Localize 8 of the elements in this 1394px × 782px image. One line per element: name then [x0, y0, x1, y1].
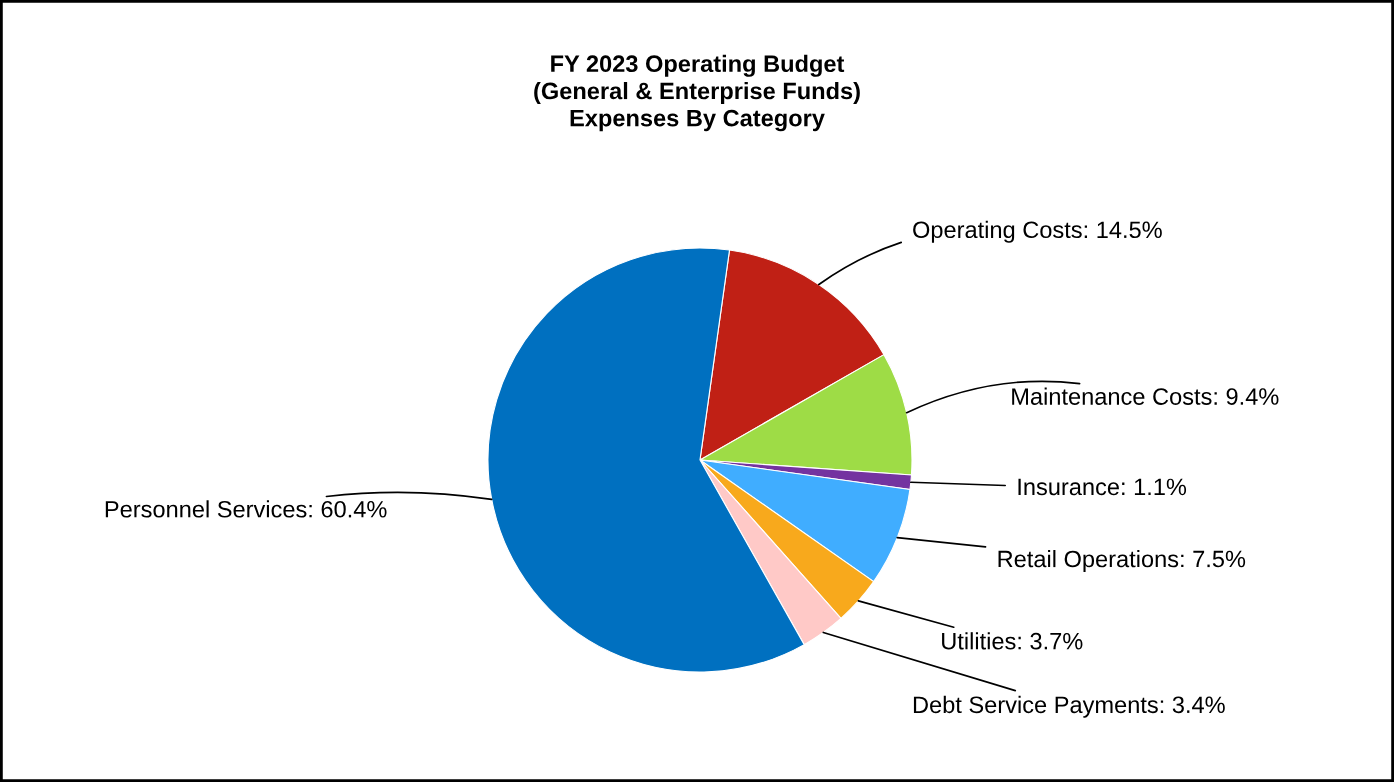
slice-label: Utilities: 3.7% — [942, 632, 1083, 650]
slice-label: Maintenance Costs: 9.4% — [1012, 387, 1279, 405]
slice-label: Insurance: 1.1% — [1018, 478, 1187, 496]
slice-label: Personnel Services: 60.4% — [105, 500, 387, 518]
chart-title: FY 2023 Operating Budget (General & Enterprise Funds) Expenses By Category — [534, 54, 860, 132]
slice-label: Retail Operations: 7.5% — [998, 550, 1246, 573]
slice-label: Debt Service Payments: 3.4% — [913, 695, 1225, 718]
slice-label: Operating Costs: 14.5% — [913, 220, 1162, 243]
